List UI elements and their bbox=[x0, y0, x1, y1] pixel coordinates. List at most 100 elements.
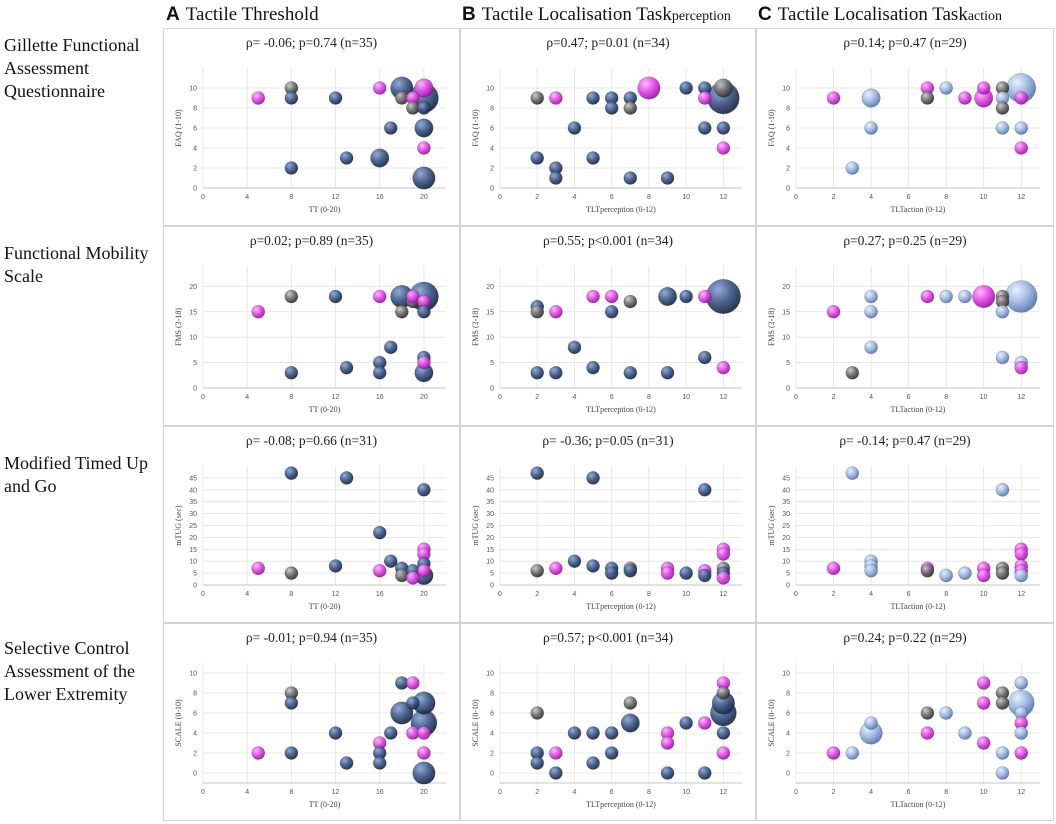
y-tick-label: 15 bbox=[782, 309, 790, 316]
x-tick-label: 0 bbox=[201, 194, 205, 201]
data-bubble bbox=[1014, 360, 1029, 375]
data-bubble bbox=[412, 166, 436, 190]
data-bubble bbox=[406, 571, 420, 585]
data-bubble bbox=[417, 101, 431, 115]
x-tick-label: 0 bbox=[498, 591, 502, 598]
y-axis-title: mTUG (sec) bbox=[174, 505, 183, 546]
x-tick-label: 16 bbox=[376, 789, 384, 796]
x-axis-title: TT (0-20) bbox=[309, 205, 341, 214]
data-bubble bbox=[679, 289, 693, 304]
panel-frame bbox=[756, 226, 1054, 426]
correlation-stat: ρ=0.27; p=0.25 (n=29) bbox=[843, 233, 966, 248]
y-tick-label: 8 bbox=[490, 106, 494, 113]
data-bubble bbox=[995, 766, 1010, 780]
y-axis-title: mTUG (sec) bbox=[767, 505, 776, 546]
y-tick-label: 0 bbox=[193, 386, 197, 393]
y-tick-label: 45 bbox=[189, 475, 197, 482]
data-bubble bbox=[284, 566, 299, 580]
data-bubble bbox=[679, 81, 693, 95]
data-bubble bbox=[660, 766, 675, 780]
data-bubble bbox=[920, 563, 935, 578]
data-bubble bbox=[958, 566, 972, 580]
x-tick-label: 0 bbox=[498, 194, 502, 201]
x-axis-title: TLTaction (0-12) bbox=[891, 602, 946, 611]
x-tick-label: 4 bbox=[573, 394, 577, 401]
x-axis-title: TLTaction (0-12) bbox=[891, 205, 946, 214]
data-bubble bbox=[417, 563, 431, 578]
data-bubble bbox=[604, 746, 619, 760]
data-bubble bbox=[530, 365, 545, 380]
data-bubble bbox=[567, 121, 582, 135]
y-tick-label: 4 bbox=[490, 146, 494, 153]
data-bubble bbox=[604, 289, 619, 304]
chart-panel: ρ=0.24; p=0.22 (n=29) 0 2 4 6 8 10 12 0 2 4 6 8 10 TLT… bbox=[756, 623, 1054, 821]
data-bubble bbox=[414, 118, 434, 138]
y-axis-title: FMS (3-18) bbox=[471, 308, 480, 346]
data-bubble bbox=[406, 676, 420, 690]
data-bubble bbox=[586, 726, 600, 740]
data-bubble bbox=[976, 736, 991, 750]
y-tick-label: 40 bbox=[486, 487, 494, 494]
x-axis-title: TT (0-20) bbox=[309, 405, 341, 414]
data-bubble bbox=[939, 81, 953, 95]
x-tick-label: 20 bbox=[420, 394, 428, 401]
data-bubble bbox=[920, 91, 935, 105]
x-tick-label: 4 bbox=[869, 591, 873, 598]
y-tick-label: 2 bbox=[490, 166, 494, 173]
data-bubble bbox=[417, 141, 431, 155]
correlation-stat: ρ= -0.36; p=0.05 (n=31) bbox=[542, 433, 673, 448]
data-bubble bbox=[1014, 676, 1029, 690]
y-tick-label: 8 bbox=[786, 691, 790, 698]
x-tick-label: 2 bbox=[832, 194, 836, 201]
data-bubble bbox=[845, 365, 860, 380]
data-bubble bbox=[845, 746, 860, 760]
data-bubble bbox=[549, 91, 563, 105]
x-tick-label: 12 bbox=[332, 591, 340, 598]
y-tick-label: 8 bbox=[193, 691, 197, 698]
data-bubble bbox=[567, 726, 582, 740]
panel-frame bbox=[756, 426, 1054, 623]
y-tick-label: 4 bbox=[786, 731, 790, 738]
x-tick-label: 8 bbox=[944, 394, 948, 401]
x-axis-title: TLTperception (0-12) bbox=[586, 602, 656, 611]
data-bubble bbox=[623, 294, 638, 309]
y-tick-label: 30 bbox=[486, 511, 494, 518]
x-tick-label: 0 bbox=[794, 789, 798, 796]
data-bubble bbox=[383, 554, 398, 569]
data-bubble bbox=[697, 91, 712, 105]
data-bubble bbox=[339, 360, 354, 375]
data-bubble bbox=[412, 761, 436, 785]
x-tick-label: 6 bbox=[907, 789, 911, 796]
data-bubble bbox=[417, 304, 431, 319]
x-axis-title: TLTaction (0-12) bbox=[891, 800, 946, 809]
data-bubble bbox=[697, 482, 712, 497]
x-tick-label: 10 bbox=[682, 394, 690, 401]
x-tick-label: 2 bbox=[832, 789, 836, 796]
data-bubble bbox=[864, 289, 878, 304]
y-tick-label: 5 bbox=[490, 360, 494, 367]
column-header-b: B Tactile Localisation Taskperception bbox=[462, 4, 731, 25]
x-tick-label: 2 bbox=[832, 591, 836, 598]
data-bubble bbox=[920, 706, 935, 720]
x-tick-label: 10 bbox=[980, 591, 988, 598]
x-tick-label: 4 bbox=[245, 394, 249, 401]
chart-panel: ρ=0.02; p=0.89 (n=35) 0 4 8 12 16 20 0 5 10 15 20 TT… bbox=[163, 226, 460, 426]
x-tick-label: 12 bbox=[332, 789, 340, 796]
y-axis-title: FAQ (1-10) bbox=[767, 109, 776, 147]
x-axis-title: TT (0-20) bbox=[309, 800, 341, 809]
row-label-scale: Selective Control Assessment of the Lowe… bbox=[4, 638, 135, 704]
x-tick-label: 8 bbox=[289, 394, 293, 401]
data-bubble bbox=[697, 766, 712, 780]
data-bubble bbox=[826, 746, 841, 760]
data-bubble bbox=[995, 482, 1010, 497]
x-axis-title: TT (0-20) bbox=[309, 602, 341, 611]
data-bubble bbox=[383, 726, 398, 740]
y-tick-label: 0 bbox=[786, 583, 790, 590]
data-bubble bbox=[604, 101, 619, 115]
x-tick-label: 12 bbox=[719, 194, 727, 201]
data-bubble bbox=[660, 566, 675, 580]
data-bubble bbox=[826, 91, 841, 105]
y-tick-label: 0 bbox=[490, 771, 494, 778]
x-tick-label: 8 bbox=[944, 194, 948, 201]
row-label-faq: Gillette Functional Assessment Questionn… bbox=[4, 35, 140, 101]
